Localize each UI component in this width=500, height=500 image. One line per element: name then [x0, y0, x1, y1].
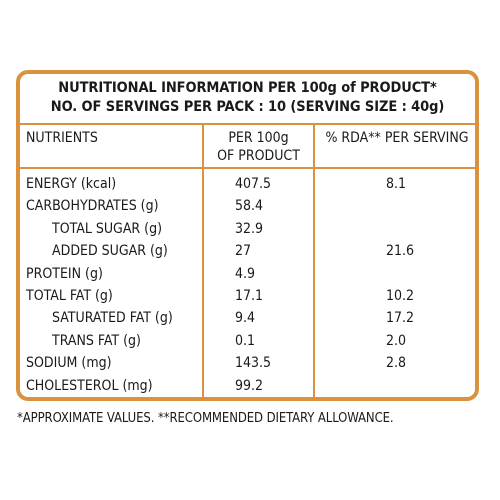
per100g-value: 407.5 — [235, 176, 272, 192]
nutrient-label: ENERGY (kcal) — [26, 176, 117, 192]
rda-value: 21.6 — [386, 243, 415, 260]
title-line-2: NO. OF SERVINGS PER PACK : 10 (SERVING S… — [50, 99, 445, 115]
header-per100g-line1: PER 100g — [228, 130, 289, 146]
nutrient-label: SATURATED FAT (g) — [52, 310, 173, 327]
per100g-value: 27 — [235, 243, 252, 260]
nutrient-label: TOTAL FAT (g) — [26, 288, 113, 304]
footnote: *APPROXIMATE VALUES. **RECOMMENDED DIETA… — [17, 411, 394, 426]
per100g-value: 58.4 — [235, 198, 264, 215]
rda-value: 2.0 — [386, 332, 407, 349]
nutrient-label: CARBOHYDRATES (g) — [26, 198, 159, 215]
per100g-value: 32.9 — [235, 220, 264, 237]
header-divider — [20, 167, 475, 169]
nutrition-panel: NUTRITIONAL INFORMATION PER 100g of PROD… — [16, 70, 479, 401]
rda-value: 8.1 — [386, 176, 407, 192]
column-divider-1 — [202, 125, 204, 397]
per100g-value: 4.9 — [235, 265, 256, 282]
rda-value: 17.2 — [386, 310, 415, 327]
rda-value: 2.8 — [386, 355, 407, 372]
per100g-value: 17.1 — [235, 288, 264, 304]
header-per100g-line2: OF PRODUCT — [217, 148, 300, 164]
rda-value: 10.2 — [386, 288, 415, 304]
nutrient-label: TOTAL SUGAR (g) — [52, 220, 163, 237]
per100g-value: 0.1 — [235, 332, 256, 349]
per100g-value: 99.2 — [235, 377, 264, 394]
column-divider-2 — [313, 125, 315, 397]
per100g-value: 143.5 — [235, 355, 272, 372]
title-line-1: NUTRITIONAL INFORMATION PER 100g of PROD… — [58, 80, 437, 96]
title-divider — [20, 123, 475, 125]
nutrient-label: TRANS FAT (g) — [52, 332, 141, 349]
nutrient-label: PROTEIN (g) — [26, 265, 103, 282]
per100g-value: 9.4 — [235, 310, 256, 327]
header-rda: % RDA** PER SERVING — [325, 130, 469, 146]
nutrient-label: CHOLESTEROL (mg) — [26, 377, 153, 394]
nutrient-label: SODIUM (mg) — [26, 355, 112, 372]
panel-title: NUTRITIONAL INFORMATION PER 100g of PROD… — [20, 74, 475, 124]
header-nutrients: NUTRIENTS — [26, 130, 98, 146]
header-per100g: PER 100g OF PRODUCT — [204, 129, 313, 165]
nutrient-label: ADDED SUGAR (g) — [52, 243, 168, 260]
